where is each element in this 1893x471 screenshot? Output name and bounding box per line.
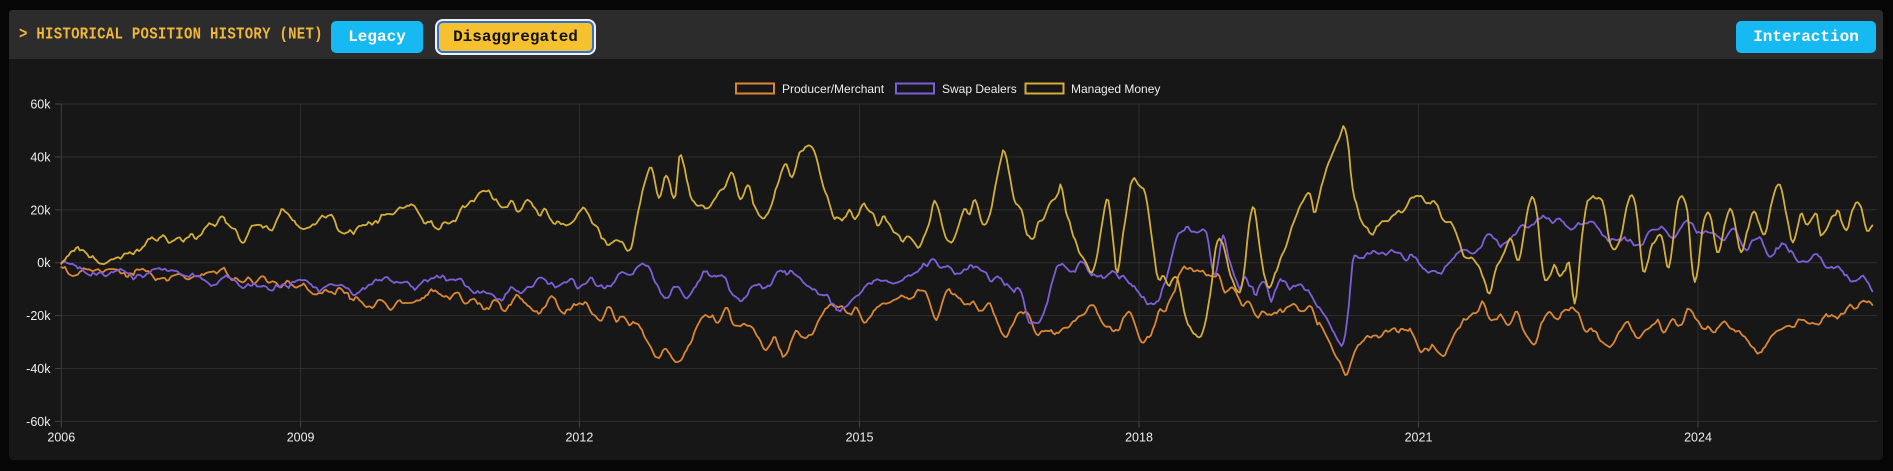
svg-text:2021: 2021 [1405, 431, 1433, 445]
svg-text:Producer/Merchant: Producer/Merchant [782, 82, 885, 96]
svg-text:60k: 60k [30, 98, 51, 112]
svg-text:2006: 2006 [47, 431, 75, 445]
svg-text:2024: 2024 [1684, 431, 1712, 445]
svg-text:-60k: -60k [26, 415, 51, 429]
svg-text:2012: 2012 [565, 431, 593, 445]
svg-text:2009: 2009 [287, 431, 315, 445]
svg-text:0k: 0k [37, 256, 51, 270]
svg-text:-40k: -40k [26, 362, 51, 376]
svg-text:2018: 2018 [1125, 431, 1153, 445]
svg-text:-20k: -20k [26, 309, 51, 323]
svg-text:20k: 20k [30, 203, 51, 217]
svg-text:Managed Money: Managed Money [1071, 82, 1160, 96]
svg-text:2015: 2015 [846, 431, 874, 445]
svg-text:Swap Dealers: Swap Dealers [942, 82, 1017, 96]
svg-text:40k: 40k [30, 150, 51, 164]
